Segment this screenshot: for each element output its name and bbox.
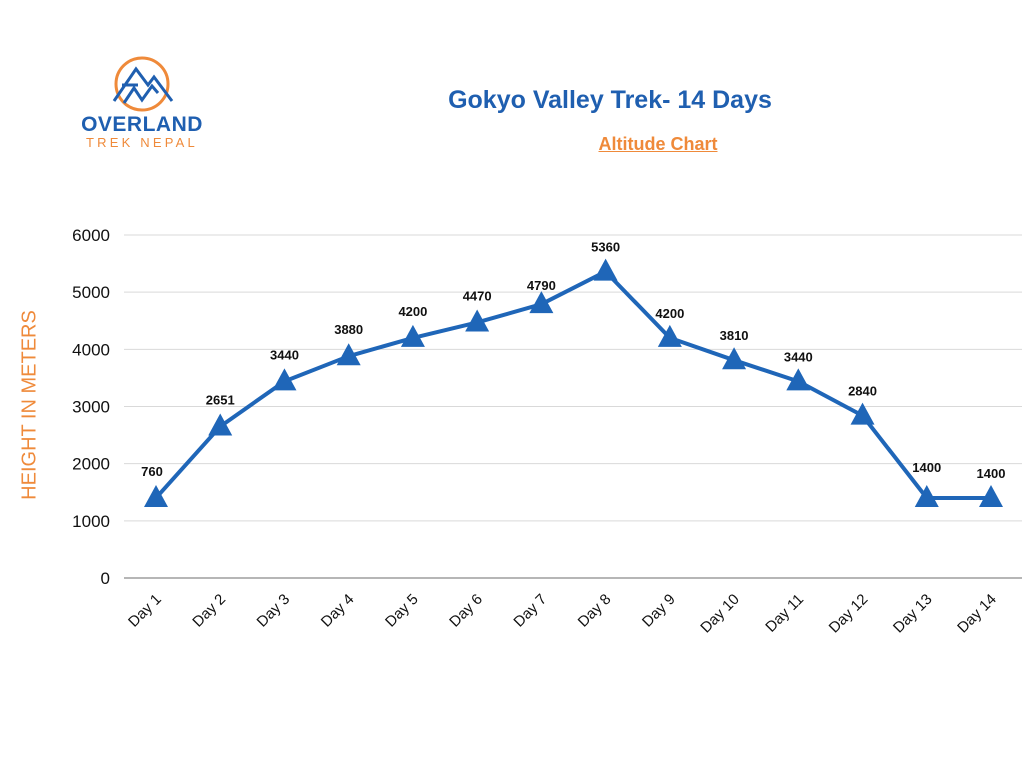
data-label: 4470 (463, 288, 492, 303)
triangle-marker-icon (850, 402, 875, 425)
x-tick-label: Day 1 (125, 591, 165, 631)
x-tick-label: Day 14 (954, 591, 1000, 637)
company-logo: OVERLAND TREK NEPAL (72, 55, 212, 155)
x-axis-ticks: Day 1 Day 2 Day 3 Day 4 Day 5 Day 6 Day 7 Day 8… (125, 591, 1000, 637)
triangle-marker-icon (144, 484, 168, 507)
x-tick-label: Day 11 (762, 591, 807, 636)
data-label: 3440 (784, 349, 813, 364)
logo-brand-text: OVERLAND (81, 113, 203, 136)
y-tick-label: 1000 (72, 512, 110, 531)
y-tick-label: 6000 (72, 226, 110, 245)
y-tick-label: 5000 (72, 283, 110, 302)
y-tick-label: 4000 (72, 340, 110, 359)
data-label: 3440 (270, 347, 299, 362)
data-label: 3810 (720, 328, 749, 343)
triangle-marker-icon (657, 324, 682, 347)
triangle-marker-icon (208, 413, 233, 436)
triangle-marker-icon (786, 368, 811, 391)
data-label: 2840 (848, 384, 877, 399)
y-tick-label: 2000 (72, 455, 110, 474)
chart-title: Gokyo Valley Trek- 14 Days (448, 86, 772, 114)
triangle-marker-icon (529, 291, 554, 314)
gridlines (124, 234, 1022, 579)
triangle-marker-icon (400, 324, 425, 347)
x-tick-label: Day 9 (639, 591, 679, 631)
x-tick-label: Day 10 (697, 591, 743, 637)
y-tick-label: 3000 (72, 398, 110, 417)
triangle-marker-icon (336, 343, 361, 366)
data-label: 4200 (398, 304, 427, 319)
altitude-line (154, 269, 991, 500)
triangle-marker-icon (722, 347, 747, 370)
triangle-marker-icon (914, 484, 939, 507)
altitude-series (144, 258, 1003, 507)
x-tick-label: Day 4 (318, 591, 358, 631)
y-tick-label: 0 (101, 569, 110, 588)
logo-tagline-text: TREK NEPAL (86, 135, 198, 150)
triangle-marker-icon (593, 258, 618, 281)
x-tick-label: Day 2 (189, 591, 229, 631)
data-label: 760 (141, 464, 163, 479)
data-label: 1400 (912, 460, 941, 475)
chart-subtitle: Altitude Chart (598, 134, 718, 154)
x-tick-label: Day 6 (446, 591, 486, 631)
triangle-marker-icon (979, 484, 1003, 507)
data-label: 2651 (206, 392, 235, 407)
data-label: 4200 (655, 306, 684, 321)
mountain-circle-icon (112, 56, 174, 112)
triangle-marker-icon (465, 309, 490, 332)
x-tick-label: Day 5 (382, 591, 422, 631)
x-tick-label: Day 7 (510, 591, 550, 631)
data-labels: 760 2651 3440 3880 4200 4470 4790 5360 4200 3810 3… (141, 240, 1005, 481)
data-label: 1400 (977, 466, 1006, 481)
x-tick-label: Day 13 (890, 591, 936, 637)
x-tick-label: Day 8 (575, 591, 615, 631)
data-label: 5360 (591, 240, 620, 255)
triangle-marker-icon (272, 368, 297, 391)
data-label: 3880 (334, 322, 363, 337)
x-tick-label: Day 3 (254, 591, 294, 631)
x-tick-label: Day 12 (826, 591, 872, 637)
data-label: 4790 (527, 278, 556, 293)
y-axis-ticks: 0 1000 2000 3000 4000 5000 6000 (72, 226, 110, 588)
